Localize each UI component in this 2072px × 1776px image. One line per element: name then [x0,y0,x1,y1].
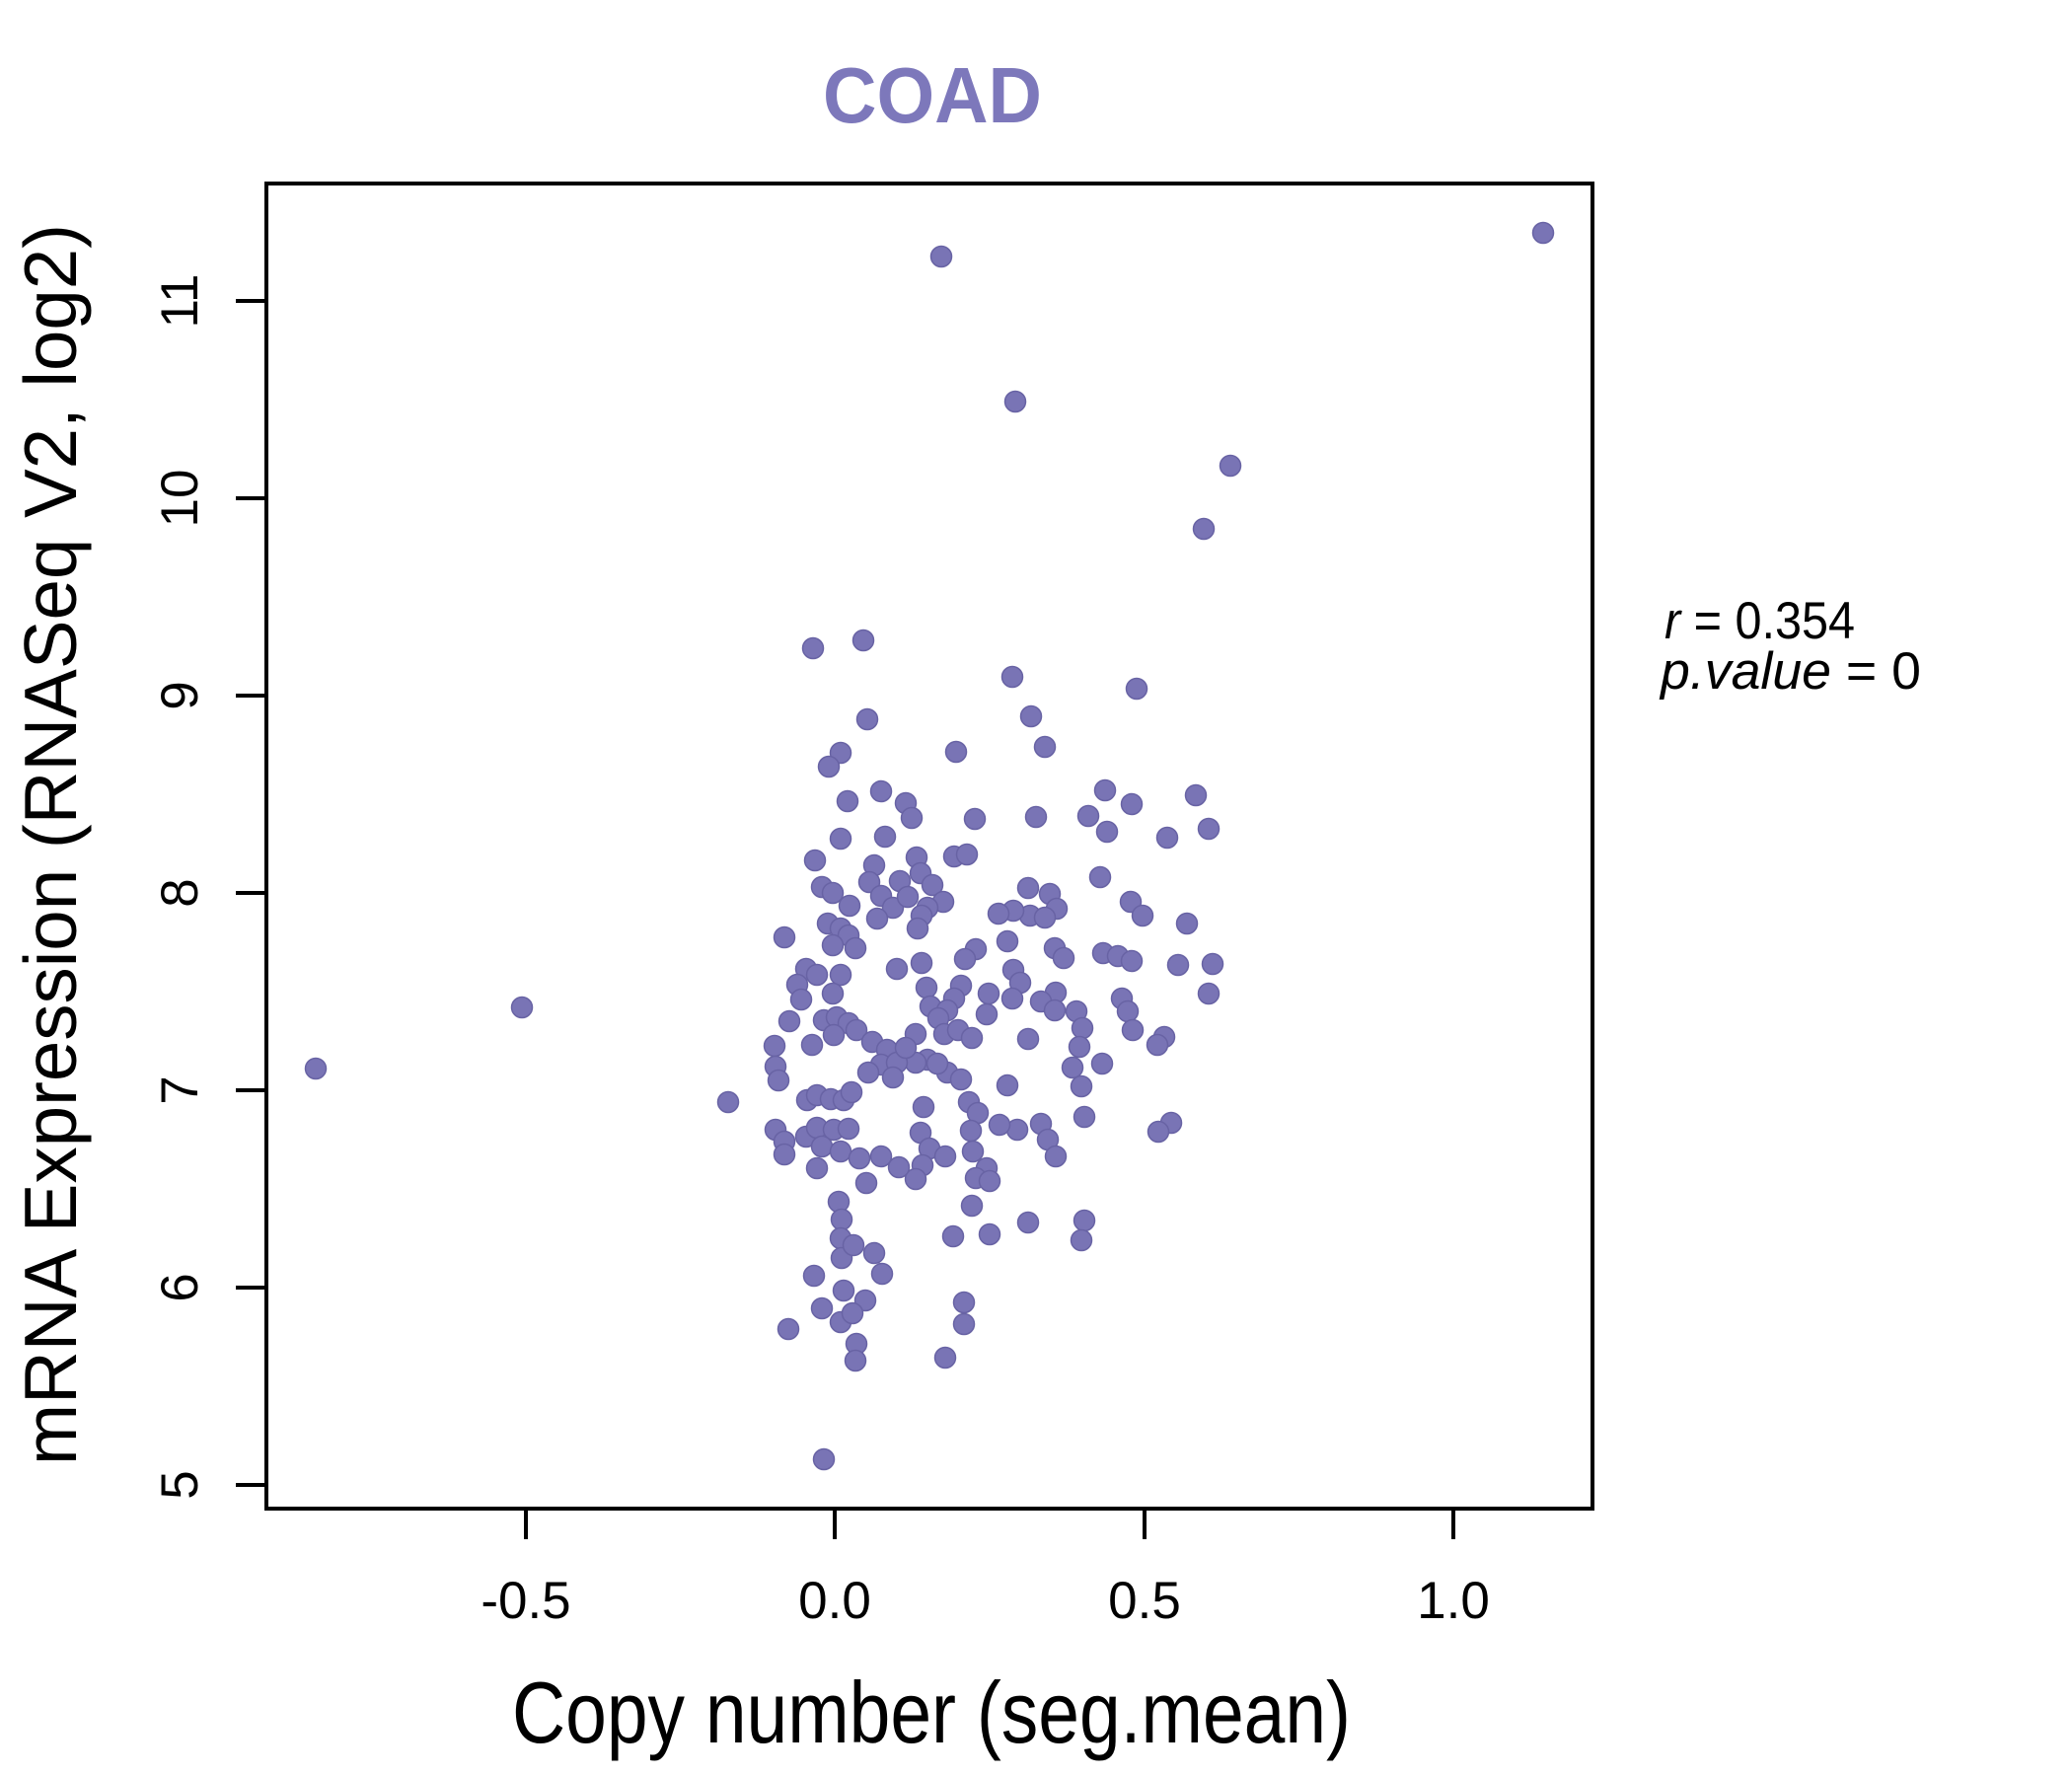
svg-text:0.0: 0.0 [798,1572,871,1630]
svg-text:Copy number (seg.mean): Copy number (seg.mean) [512,1664,1351,1761]
svg-text:10: 10 [151,470,209,528]
svg-text:r = 0.354: r = 0.354 [1665,592,1855,650]
svg-text:9: 9 [151,681,209,709]
svg-text:8: 8 [151,878,209,907]
svg-text:11: 11 [151,273,209,328]
svg-text:7: 7 [151,1075,209,1104]
svg-text:p.value = 0: p.value = 0 [1659,642,1921,701]
svg-text:0.5: 0.5 [1108,1572,1181,1630]
svg-text:1.0: 1.0 [1417,1572,1490,1630]
svg-text:mRNA Expression (RNASeq V2, lo: mRNA Expression (RNASeq V2, log2) [9,224,92,1465]
svg-text:COAD: COAD [823,51,1042,139]
svg-text:6: 6 [151,1273,209,1301]
svg-text:5: 5 [151,1470,209,1499]
svg-text:-0.5: -0.5 [481,1572,570,1630]
